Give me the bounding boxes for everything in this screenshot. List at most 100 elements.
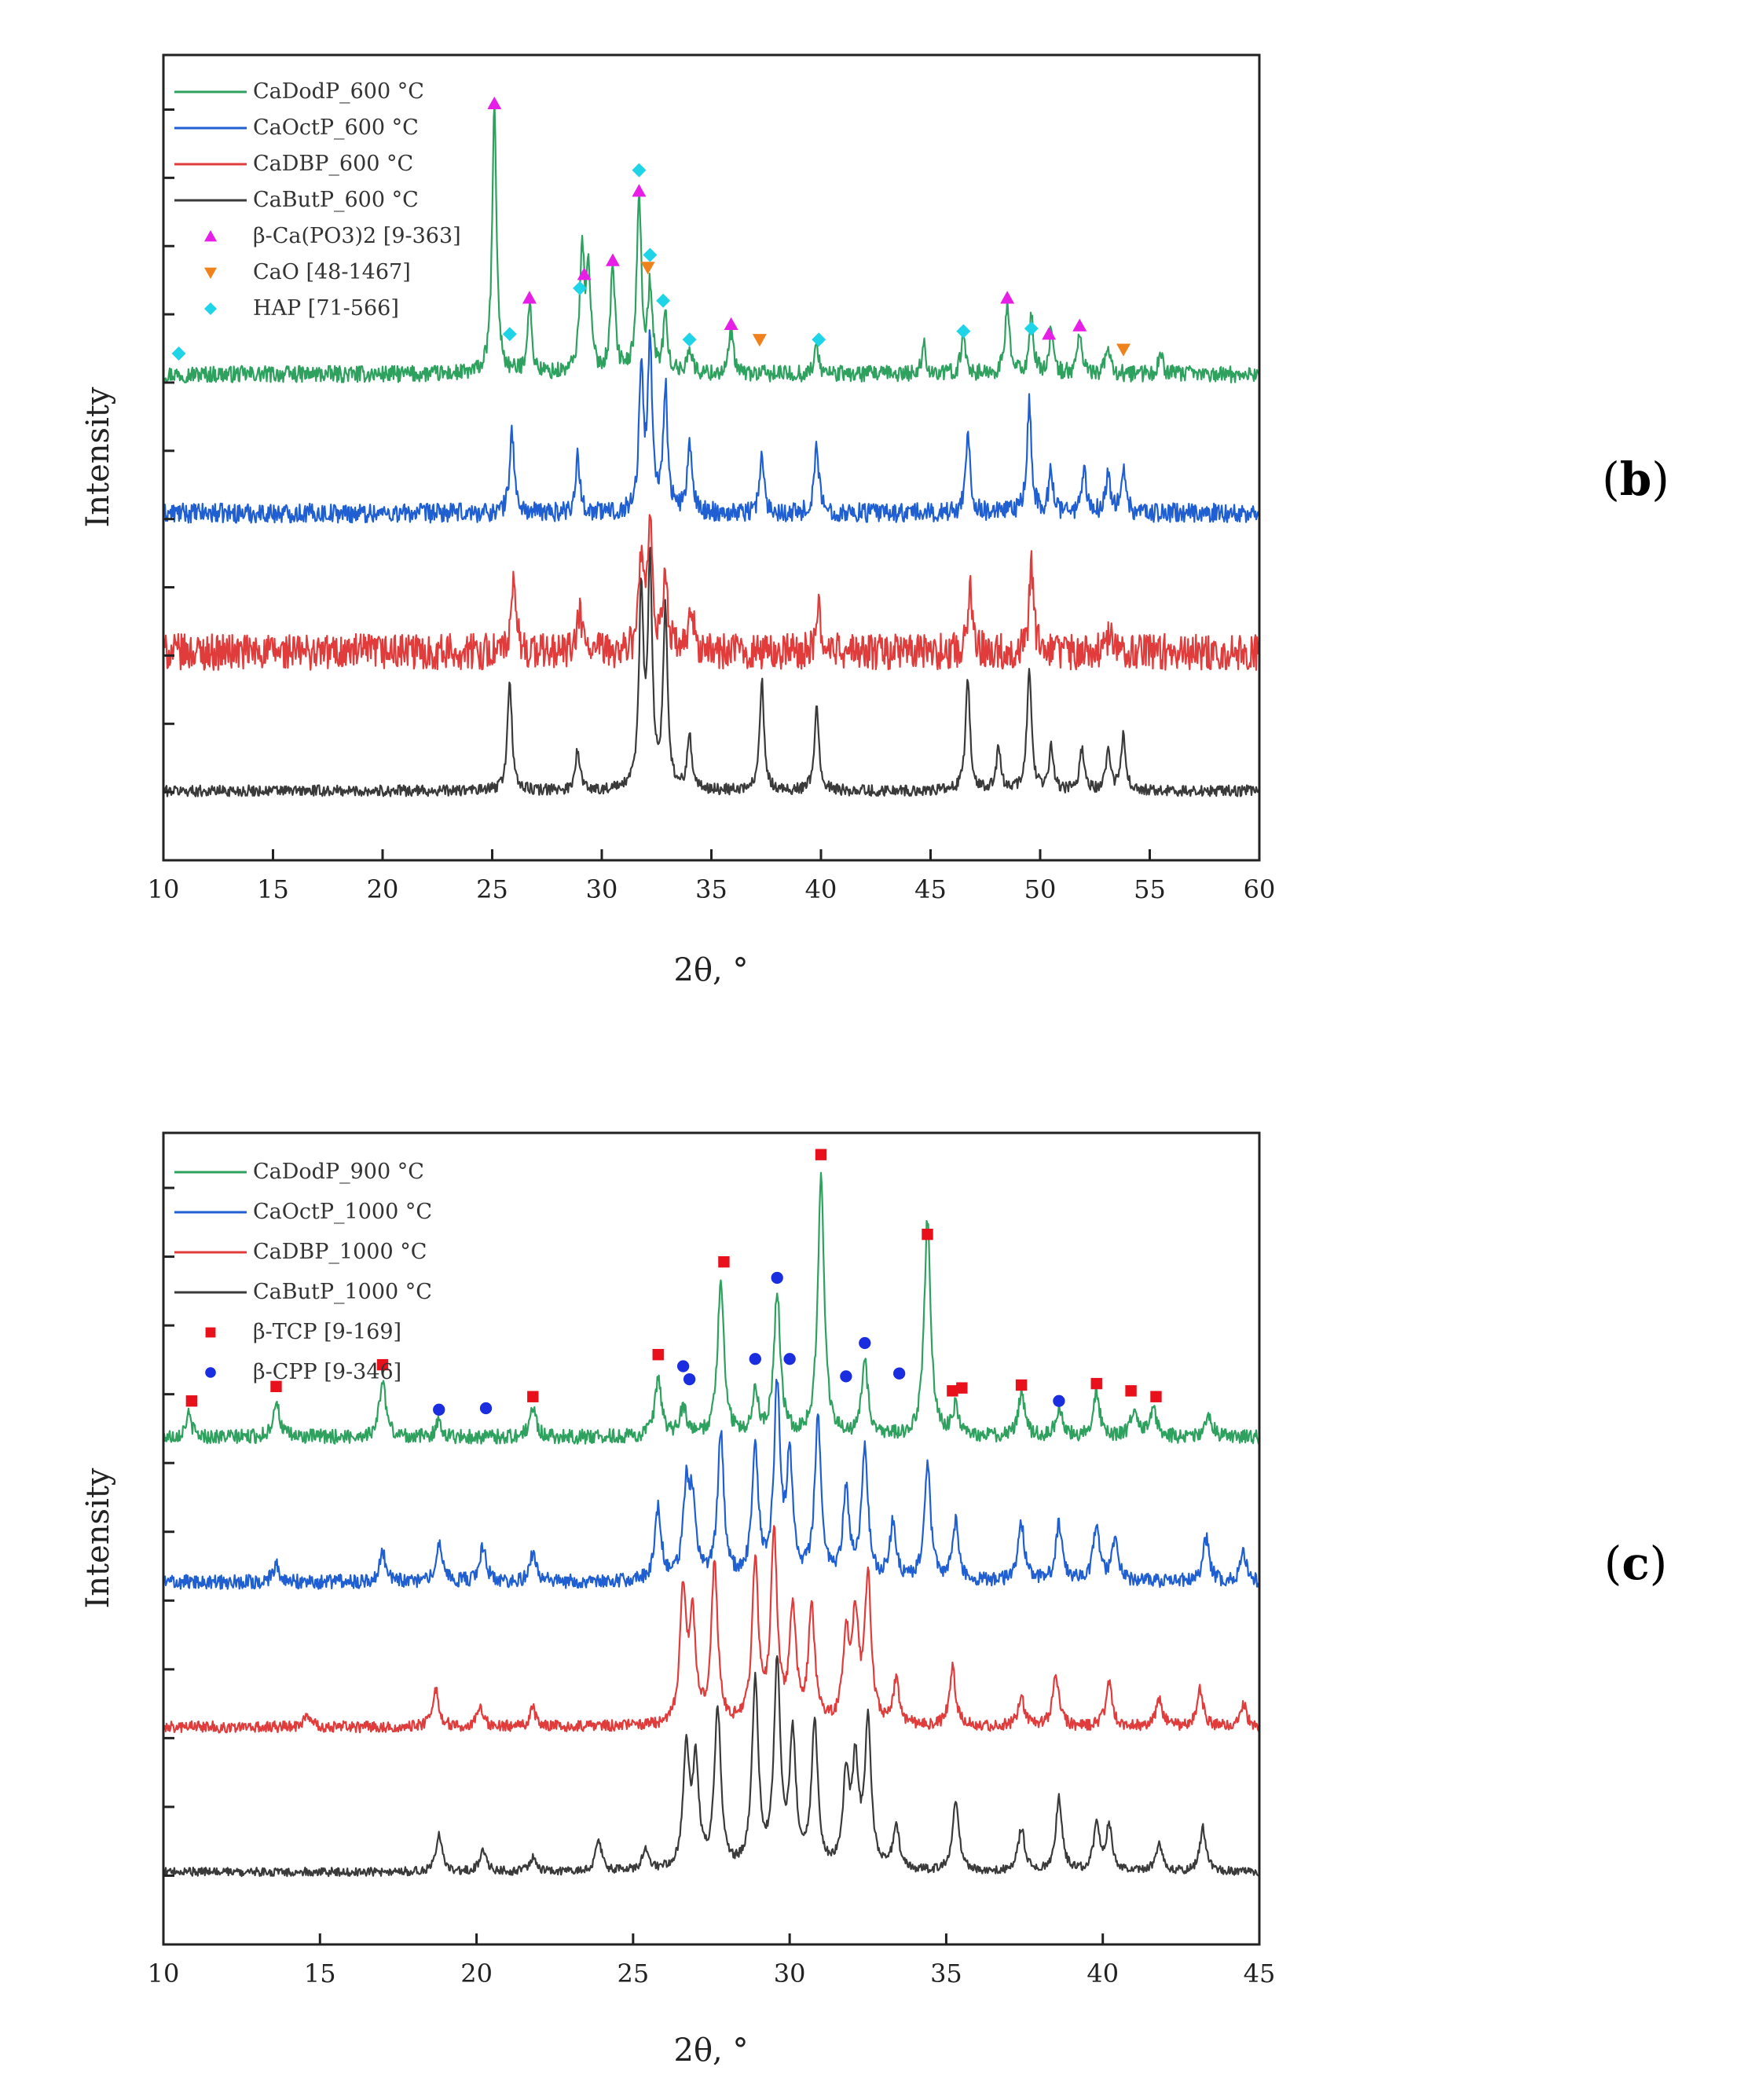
legend-label-c-0: CaDodP_900 °C (253, 1160, 424, 1184)
phase-marker-b-1-0 (640, 262, 655, 275)
x-tick-label-b-3: 25 (476, 874, 508, 904)
phase-marker-c-1-10 (1053, 1395, 1065, 1407)
series-line-c-0 (163, 1171, 1261, 1445)
phase-marker-c-0-11 (1090, 1377, 1102, 1390)
x-tick-label-b-7: 45 (914, 874, 947, 904)
phase-marker-b-2-5 (656, 293, 671, 308)
phase-marker-c-0-9 (956, 1382, 968, 1394)
x-tick-label-b-10: 60 (1244, 874, 1276, 904)
panel-label-b-letter: b (1620, 453, 1652, 506)
phase-marker-c-0-5 (718, 1255, 730, 1268)
phase-marker-b-2-1 (502, 327, 517, 342)
x-tick-label-b-9: 55 (1134, 874, 1166, 904)
legend-swatch-c-4 (205, 1327, 216, 1338)
legend-label-c-4: β-TCP [9-169] (253, 1320, 401, 1344)
y-axis-title-c: Intensity (80, 1468, 116, 1608)
phase-marker-c-0-3 (527, 1391, 539, 1402)
legend-c: CaDodP_900 °C CaOctP_1000 °C CaDBP_1000 °C… (174, 1160, 432, 1384)
phase-marker-b-0-5 (724, 317, 738, 331)
x-tick-label-c-3: 25 (617, 1959, 649, 1988)
phase-marker-c-0-1 (270, 1380, 282, 1393)
phase-marker-c-0-8 (947, 1385, 958, 1397)
legend-label-b-3: CaButP_600 °C (253, 188, 419, 212)
phase-marker-c-1-9 (892, 1367, 906, 1380)
series-line-b-0 (162, 104, 1261, 383)
phase-marker-c-1-0 (433, 1403, 445, 1416)
y-axis-title-b: Intensity (80, 387, 116, 527)
y-ticks-b (163, 108, 174, 793)
x-tick-label-b-1: 15 (257, 874, 289, 904)
phase-marker-b-0-6 (1000, 291, 1015, 304)
x-axis-title-b: 2θ, ° (674, 952, 749, 988)
x-ticks-c: 10 15 20 25 30 35 40 45 (148, 1933, 1275, 1988)
series-line-c-1 (162, 1378, 1261, 1590)
phase-marker-b-2-4 (643, 247, 658, 262)
phase-marker-b-2-7 (812, 332, 826, 347)
x-tick-label-b-6: 40 (805, 874, 837, 904)
phase-marker-c-0-13 (1150, 1391, 1162, 1402)
phase-marker-b-1-1 (752, 334, 767, 347)
series-line-b-3 (162, 547, 1261, 797)
x-tick-label-c-1: 15 (304, 1959, 336, 1988)
phase-marker-c-1-2 (676, 1360, 690, 1373)
phase-marker-c-0-2 (376, 1358, 389, 1371)
legend-label-c-1: CaOctP_1000 °C (253, 1200, 432, 1224)
x-tick-label-b-4: 30 (586, 874, 618, 904)
series-line-b-2 (162, 514, 1261, 671)
x-tick-label-c-5: 35 (930, 1959, 962, 1988)
series-line-c-2 (162, 1525, 1261, 1734)
marker-layer-b (171, 96, 1131, 361)
phase-marker-b-0-4 (632, 184, 647, 197)
phase-marker-c-0-12 (1125, 1385, 1137, 1397)
phase-marker-b-0-0 (487, 96, 502, 110)
x-tick-label-b-0: 10 (148, 874, 180, 904)
phase-marker-b-0-2 (577, 267, 592, 280)
phase-marker-b-2-6 (682, 332, 697, 347)
chart-panel-c: 10 15 20 25 30 35 40 45 CaDodP_900 °C CaOctP_100… (80, 1131, 1668, 2069)
legend-label-b-5: CaO [48-1467] (253, 260, 411, 284)
legend-label-c-2: CaDBP_1000 °C (253, 1240, 427, 1264)
series-line-c-3 (162, 1655, 1260, 1878)
phase-marker-c-1-4 (749, 1353, 761, 1365)
phase-marker-c-1-5 (771, 1271, 783, 1285)
phase-marker-b-2-9 (1024, 321, 1039, 336)
series-layer-b (162, 104, 1261, 797)
marker-layer-c (185, 1149, 1162, 1416)
x-tick-label-b-2: 20 (367, 874, 399, 904)
phase-marker-b-2-3 (632, 163, 647, 178)
x-ticks-b: 10 15 20 25 30 35 40 45 50 55 60 (148, 849, 1276, 904)
phase-marker-b-0-7 (1042, 327, 1057, 340)
phase-marker-c-1-1 (479, 1402, 493, 1415)
phase-marker-c-0-0 (185, 1395, 198, 1407)
phase-marker-c-1-8 (859, 1336, 871, 1350)
panel-label-c-letter: c (1622, 1537, 1649, 1590)
series-line-b-1 (162, 329, 1261, 524)
legend-label-b-1: CaOctP_600 °C (253, 115, 419, 140)
phase-marker-c-0-4 (652, 1349, 664, 1361)
legend-label-b-4: β-Ca(PO3)2 [9-363] (253, 224, 461, 248)
phase-marker-c-1-3 (683, 1373, 696, 1386)
phase-marker-b-0-8 (1072, 318, 1087, 332)
x-tick-label-b-8: 50 (1024, 874, 1057, 904)
legend-label-b-2: CaDBP_600 °C (253, 152, 413, 176)
x-tick-label-c-6: 40 (1087, 1959, 1119, 1988)
legend-label-b-0: CaDodP_600 °C (253, 79, 424, 104)
phase-marker-c-1-7 (840, 1370, 852, 1383)
x-tick-label-c-4: 30 (774, 1959, 806, 1988)
phase-marker-c-1-6 (783, 1353, 796, 1365)
legend-swatch-b-6 (204, 302, 217, 315)
legend-label-b-6: HAP [71-566] (253, 296, 399, 321)
phase-marker-b-1-2 (1116, 343, 1131, 357)
x-tick-label-c-2: 20 (460, 1959, 493, 1988)
panel-label-b: (b) (1602, 453, 1669, 506)
phase-marker-b-0-3 (605, 253, 620, 266)
x-tick-label-b-5: 35 (695, 874, 727, 904)
x-tick-label-c-0: 10 (148, 1959, 180, 1988)
phase-marker-c-0-10 (1015, 1379, 1028, 1391)
phase-marker-c-0-7 (922, 1228, 933, 1241)
panel-label-c: (c) (1604, 1537, 1668, 1590)
phase-marker-c-0-6 (815, 1149, 827, 1160)
x-axis-title-c: 2θ, ° (674, 2032, 749, 2069)
phase-marker-b-2-2 (573, 280, 588, 295)
legend-swatch-b-5 (204, 267, 217, 279)
